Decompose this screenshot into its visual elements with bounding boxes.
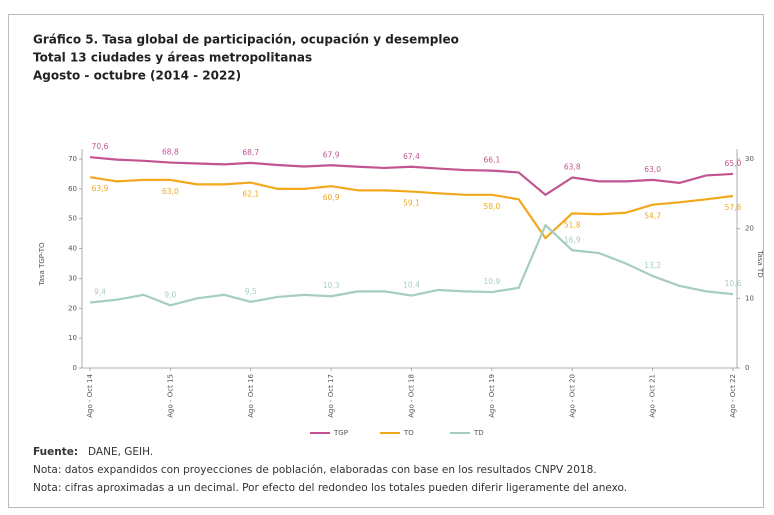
y-tick-label: 30 [68, 274, 77, 282]
data-label: 57,6 [725, 203, 742, 212]
x-tick-label: Ago - Oct 21 [649, 374, 657, 418]
data-label: 65,0 [725, 159, 742, 168]
y-tick-label: 70 [68, 155, 77, 163]
x-tick-label: Ago - Oct 17 [327, 374, 335, 418]
y2-tick-label: 30 [745, 155, 754, 163]
series-line [89, 176, 734, 240]
data-label: 63,9 [92, 184, 109, 193]
frame [8, 14, 764, 508]
data-label: 59,1 [403, 199, 420, 208]
data-label: 67,9 [323, 150, 340, 159]
data-label: 60,9 [323, 193, 340, 202]
data-label: 58,0 [484, 202, 501, 211]
y2-tick-label: 10 [745, 294, 754, 302]
y-axis-label: Tasa TGP-TO [38, 242, 46, 286]
chart-period: Agosto - octubre (2014 - 2022) [33, 69, 241, 83]
data-label: 63,0 [162, 187, 179, 196]
series-line [89, 224, 734, 307]
data-label: 63,0 [644, 165, 661, 174]
data-label: 13,2 [644, 261, 661, 270]
y-tick-label: 10 [68, 334, 77, 342]
note: Nota: cifras aproximadas a un decimal. P… [33, 482, 627, 494]
legend-label: TGP [333, 429, 348, 437]
x-tick-label: Ago - Oct 18 [408, 374, 416, 418]
data-label: 67,4 [403, 152, 420, 161]
x-tick-label: Ago - Oct 20 [568, 374, 576, 418]
data-label: 66,1 [484, 156, 501, 165]
x-tick-label: Ago - Oct 19 [488, 374, 496, 418]
legend-label: TD [473, 429, 484, 437]
chart-subtitle: Total 13 ciudades y áreas metropolitanas [33, 51, 312, 65]
legend-label: TO [403, 429, 414, 437]
x-tick-label: Ago - Oct 16 [247, 373, 255, 417]
data-label: 9,4 [94, 288, 106, 297]
chart-title: Gráfico 5. Tasa global de participación,… [33, 33, 459, 47]
data-label: 9,0 [164, 290, 176, 299]
data-label: 68,7 [242, 148, 259, 157]
data-label: 10,9 [484, 277, 501, 286]
y-tick-label: 60 [68, 185, 77, 193]
source: DANE, GEIH. [88, 446, 153, 458]
y-tick-label: 50 [68, 215, 77, 223]
data-label: 63,8 [564, 163, 581, 172]
source-label: Fuente: [33, 446, 78, 458]
data-label: 16,9 [564, 235, 581, 244]
y2-tick-label: 0 [745, 364, 749, 372]
data-label: 68,8 [162, 148, 179, 157]
data-label: 9,5 [245, 287, 257, 296]
y-tick-label: 20 [68, 304, 77, 312]
y-tick-label: 0 [73, 364, 77, 372]
data-label: 10,4 [403, 281, 420, 290]
series-line [89, 156, 734, 196]
data-label: 10,3 [323, 281, 340, 290]
data-label: 70,6 [92, 142, 109, 151]
x-tick-label: Ago - Oct 15 [166, 374, 174, 418]
x-tick-label: Ago - Oct 22 [729, 374, 737, 418]
note: Nota: datos expandidos con proyecciones … [33, 464, 597, 476]
data-label: 51,8 [564, 220, 581, 229]
data-label: 62,1 [242, 190, 259, 199]
y-tick-label: 40 [68, 245, 77, 253]
data-label: 10,6 [725, 279, 742, 288]
y2-axis-label: Tasa TD [756, 249, 764, 277]
data-label: 54,7 [644, 212, 661, 221]
x-tick-label: Ago - Oct 14 [86, 373, 94, 417]
y2-tick-label: 20 [745, 225, 754, 233]
